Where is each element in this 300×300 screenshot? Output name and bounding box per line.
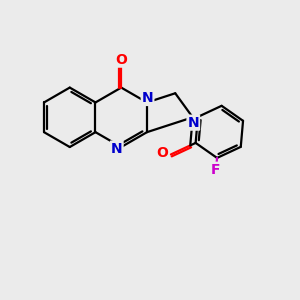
Text: F: F [211, 163, 220, 177]
Text: N: N [188, 116, 199, 130]
Text: O: O [115, 52, 127, 67]
Text: N: N [111, 142, 123, 155]
Text: N: N [142, 91, 153, 105]
Text: O: O [157, 146, 169, 160]
